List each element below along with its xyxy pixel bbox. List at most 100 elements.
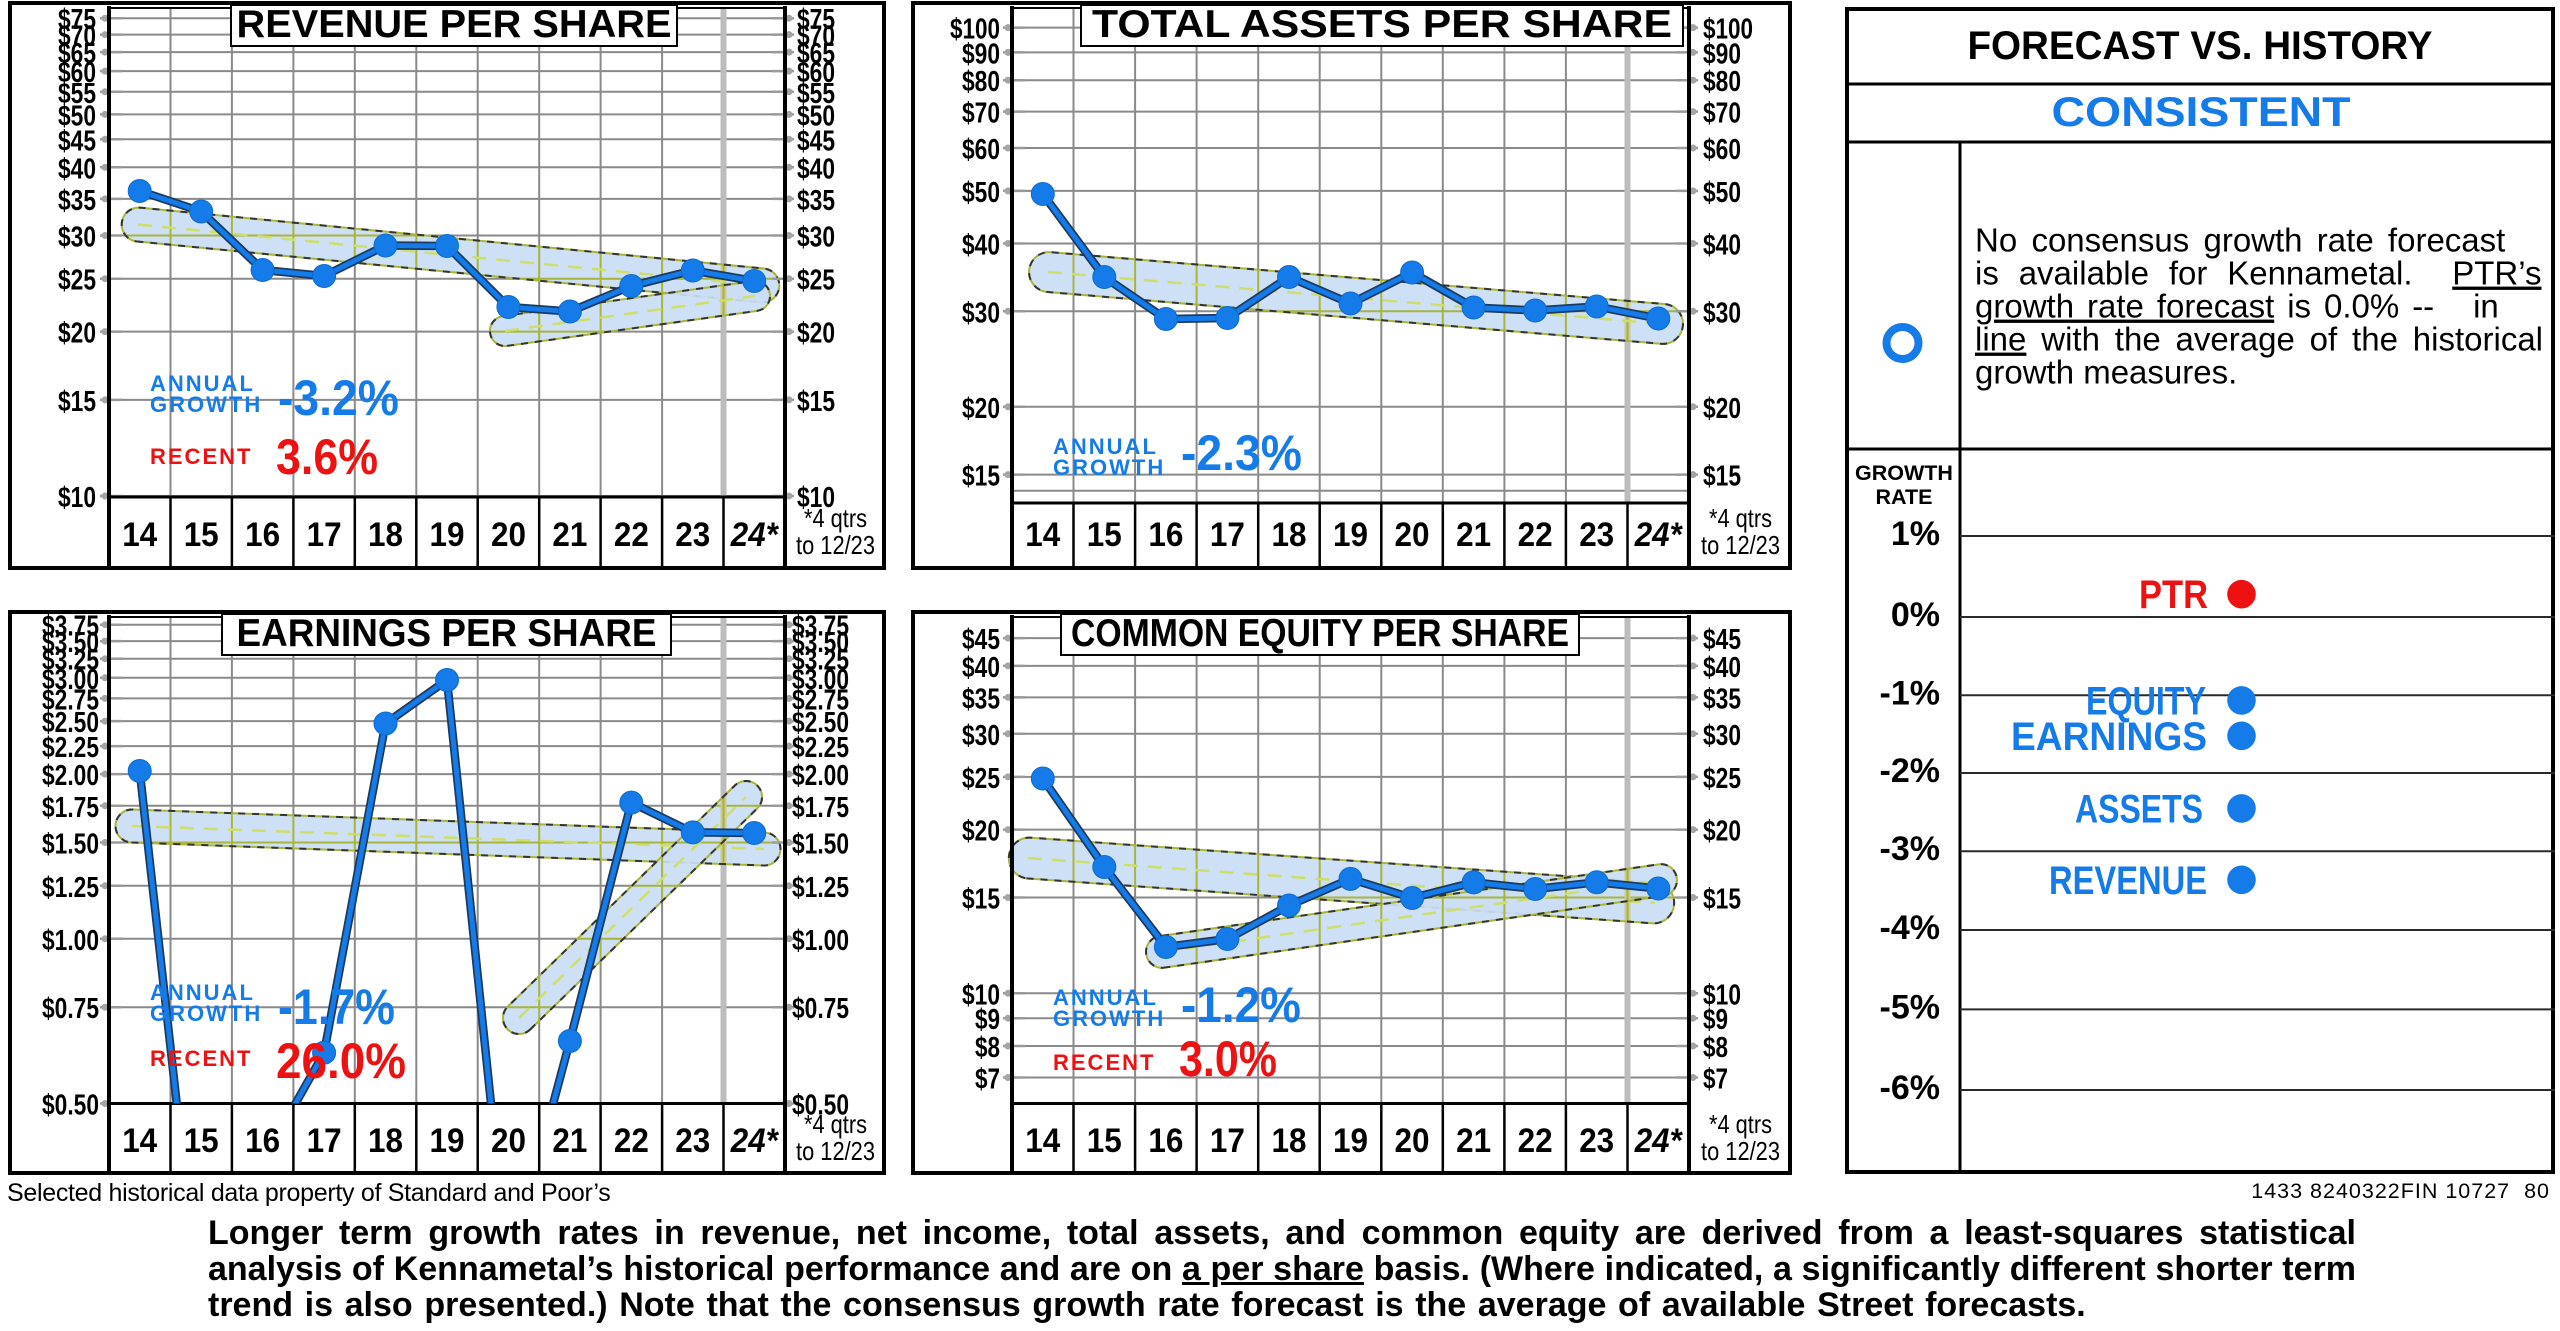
svg-text:$3.50: $3.50 (792, 627, 849, 659)
svg-text:$50: $50 (58, 100, 96, 132)
svg-text:20: 20 (1395, 516, 1430, 554)
svg-text:GROWTH: GROWTH (150, 1001, 262, 1026)
svg-text:$25: $25 (797, 265, 835, 297)
svg-text:$2.75: $2.75 (42, 684, 99, 716)
svg-text:$0.50: $0.50 (42, 1090, 99, 1122)
svg-text:$80: $80 (962, 66, 1000, 98)
svg-text:$0.75: $0.75 (42, 993, 99, 1025)
svg-text:ANNUAL: ANNUAL (1053, 985, 1158, 1010)
svg-text:$10: $10 (1703, 979, 1741, 1011)
svg-text:$30: $30 (1703, 297, 1741, 329)
svg-text:$15: $15 (797, 386, 835, 418)
svg-text:$55: $55 (797, 78, 835, 110)
svg-text:$2.50: $2.50 (42, 707, 99, 739)
svg-text:RECENT: RECENT (1053, 1050, 1155, 1075)
svg-text:23: 23 (1579, 1122, 1614, 1160)
svg-text:$50: $50 (797, 100, 835, 132)
svg-text:PTR: PTR (2139, 573, 2208, 617)
svg-text:14: 14 (122, 516, 157, 554)
svg-text:16: 16 (245, 516, 280, 554)
svg-text:14: 14 (122, 1122, 157, 1160)
svg-text:$1.25: $1.25 (792, 872, 849, 904)
svg-text:$40: $40 (797, 153, 835, 185)
svg-text:17: 17 (307, 516, 342, 554)
svg-text:$1.75: $1.75 (792, 792, 849, 824)
svg-text:$8: $8 (1703, 1032, 1728, 1064)
svg-text:22: 22 (1518, 1122, 1553, 1160)
svg-text:$0.50: $0.50 (792, 1090, 849, 1122)
svg-text:growth measures.: growth measures. (1975, 354, 2237, 391)
svg-text:$65: $65 (58, 38, 96, 70)
svg-text:*4 qtrs: *4 qtrs (804, 1109, 867, 1139)
svg-text:RECENT: RECENT (150, 1046, 252, 1071)
svg-text:No consensus growth rate forec: No consensus growth rate forecast (1975, 222, 2505, 259)
svg-text:to 12/23: to 12/23 (1701, 1136, 1780, 1166)
svg-text:$2.25: $2.25 (42, 732, 99, 764)
svg-text:$30: $30 (58, 222, 96, 254)
svg-text:$100: $100 (1703, 14, 1753, 46)
svg-text:$2.75: $2.75 (792, 684, 849, 716)
svg-text:-1.2%: -1.2% (1181, 977, 1301, 1033)
svg-text:REVENUE: REVENUE (2049, 859, 2207, 903)
svg-text:20: 20 (491, 1122, 526, 1160)
svg-text:$8: $8 (975, 1032, 1000, 1064)
svg-text:19: 19 (430, 516, 465, 554)
svg-text:$3.25: $3.25 (42, 645, 99, 677)
svg-text:$1.50: $1.50 (792, 829, 849, 861)
svg-text:$40: $40 (58, 153, 96, 185)
svg-text:$3.75: $3.75 (792, 611, 849, 643)
svg-text:21: 21 (552, 1122, 587, 1160)
svg-text:15: 15 (1087, 516, 1122, 554)
svg-text:26.0%: 26.0% (276, 1033, 406, 1089)
svg-text:*4 qtrs: *4 qtrs (804, 503, 867, 533)
svg-text:18: 18 (368, 1122, 403, 1160)
svg-text:$70: $70 (58, 21, 96, 53)
svg-text:$2.50: $2.50 (792, 707, 849, 739)
svg-text:$30: $30 (962, 720, 1000, 752)
svg-text:$100: $100 (950, 14, 1000, 46)
svg-text:$90: $90 (1703, 38, 1741, 70)
svg-text:EARNINGS PER SHARE: EARNINGS PER SHARE (237, 612, 657, 655)
svg-text:to 12/23: to 12/23 (1701, 530, 1780, 560)
svg-text:$3.50: $3.50 (42, 627, 99, 659)
svg-text:0%: 0% (1891, 596, 1940, 634)
svg-text:-3%: -3% (1880, 830, 1940, 868)
svg-text:$30: $30 (962, 297, 1000, 329)
svg-text:$60: $60 (962, 134, 1000, 166)
svg-text:20: 20 (1395, 1122, 1430, 1160)
svg-text:$15: $15 (1703, 461, 1741, 493)
svg-text:growth rate forecast is 0.0% -: growth rate forecast is 0.0% -- in (1975, 288, 2499, 325)
svg-text:$3.00: $3.00 (792, 664, 849, 696)
svg-text:CONSISTENT: CONSISTENT (2052, 88, 2351, 135)
svg-text:17: 17 (1210, 1122, 1245, 1160)
svg-text:$1.25: $1.25 (42, 872, 99, 904)
svg-text:EARNINGS: EARNINGS (2011, 715, 2207, 759)
svg-text:$40: $40 (962, 652, 1000, 684)
svg-text:18: 18 (368, 516, 403, 554)
svg-text:$70: $70 (962, 98, 1000, 130)
svg-text:$30: $30 (797, 222, 835, 254)
svg-text:$60: $60 (797, 57, 835, 89)
svg-text:16: 16 (245, 1122, 280, 1160)
svg-text:$10: $10 (797, 482, 835, 514)
svg-text:16: 16 (1148, 516, 1183, 554)
svg-text:line with the average of the h: line with the average of the historical (1975, 321, 2543, 358)
svg-text:$45: $45 (1703, 624, 1741, 656)
svg-text:$50: $50 (962, 177, 1000, 209)
svg-text:$10: $10 (962, 979, 1000, 1011)
svg-text:$50: $50 (1703, 177, 1741, 209)
svg-text:$20: $20 (962, 816, 1000, 848)
svg-text:22: 22 (614, 516, 649, 554)
svg-text:$1.75: $1.75 (42, 792, 99, 824)
svg-text:$60: $60 (1703, 134, 1741, 166)
svg-text:$70: $70 (1703, 98, 1741, 130)
svg-text:$3.25: $3.25 (792, 645, 849, 677)
svg-text:17: 17 (1210, 516, 1245, 554)
svg-text:1433 8240322FIN 10727 80: 1433 8240322FIN 10727 80 (2251, 1179, 2550, 1203)
svg-text:$3.75: $3.75 (42, 611, 99, 643)
svg-text:19: 19 (1333, 516, 1368, 554)
svg-text:$40: $40 (1703, 652, 1741, 684)
svg-text:21: 21 (552, 516, 587, 554)
svg-text:$45: $45 (797, 125, 835, 157)
svg-text:1%: 1% (1891, 515, 1940, 553)
